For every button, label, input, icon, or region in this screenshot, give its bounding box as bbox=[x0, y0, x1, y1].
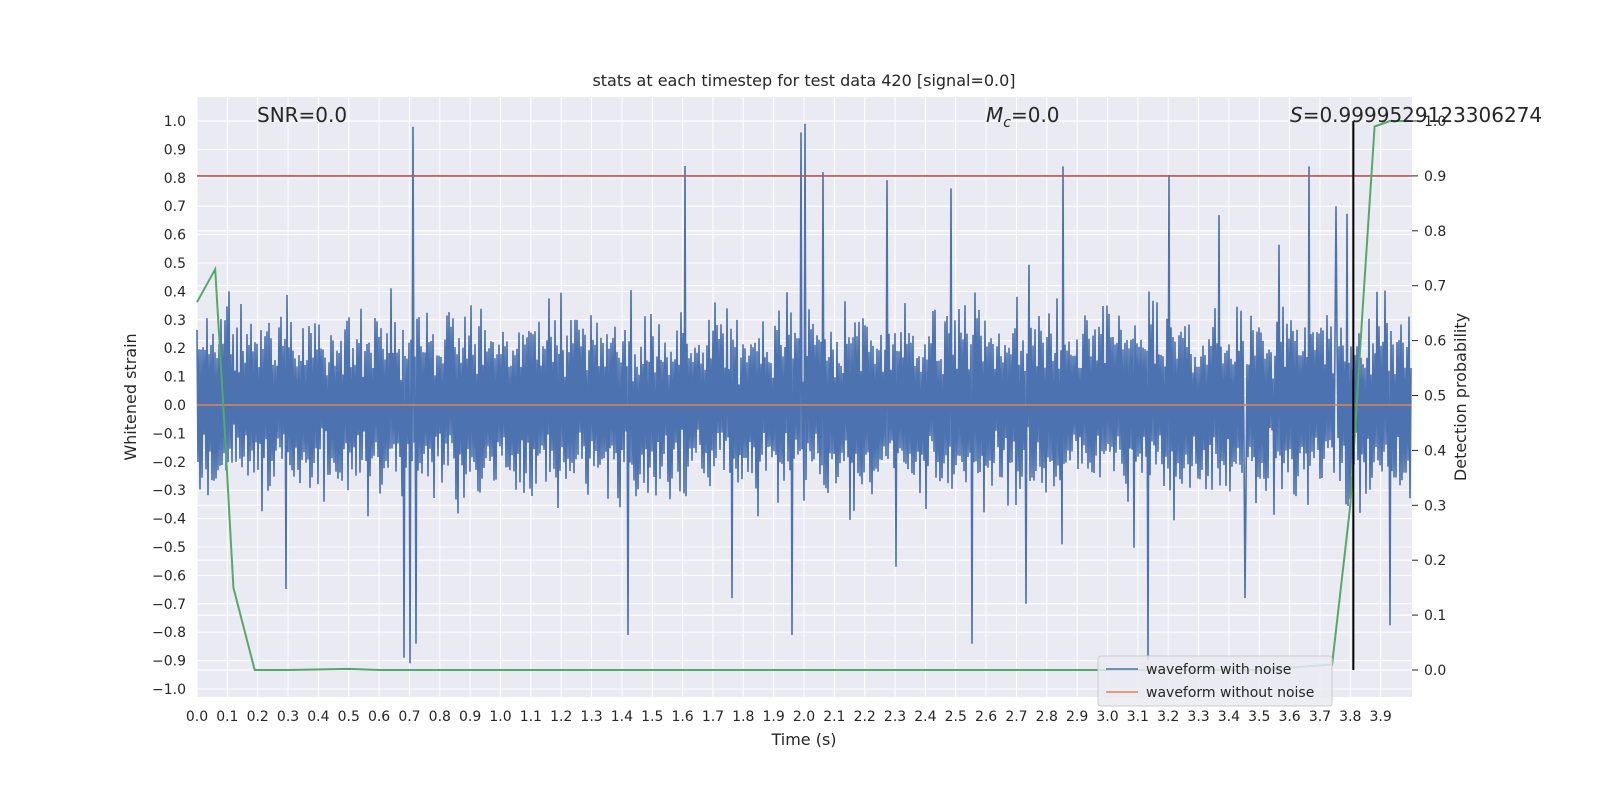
x-tick-label: 3.7 bbox=[1309, 709, 1331, 725]
x-tick-label: 1.1 bbox=[520, 709, 542, 725]
x-tick-label: 3.5 bbox=[1248, 709, 1270, 725]
x-tick-label: 1.8 bbox=[732, 709, 754, 725]
x-tick-label: 2.8 bbox=[1036, 709, 1058, 725]
y2-tick-label: 0.7 bbox=[1424, 279, 1446, 295]
y-tick-label: 0.7 bbox=[164, 199, 186, 215]
x-tick-label: 0.5 bbox=[338, 709, 360, 725]
y-tick-label: 0.8 bbox=[164, 171, 186, 187]
y2-tick-labels: 1.0 0.9 0.8 0.7 0.6 0.5 0.4 0.3 0.2 0.1 0.0 bbox=[1424, 114, 1446, 679]
x-tick-label: 3.6 bbox=[1278, 709, 1300, 725]
x-tick-label: 0.0 bbox=[186, 709, 208, 725]
x-tick-label: 1.0 bbox=[489, 709, 511, 725]
y-tick-label: −0.6 bbox=[152, 568, 186, 584]
x-tick-label: 0.7 bbox=[398, 709, 420, 725]
x-tick-label: 3.4 bbox=[1218, 709, 1240, 725]
y2-tick-label: 0.6 bbox=[1424, 334, 1446, 350]
y2-tick-label: 0.5 bbox=[1424, 389, 1446, 405]
y-tick-label: −0.5 bbox=[152, 540, 186, 556]
x-tick-label: 1.3 bbox=[580, 709, 602, 725]
y-tick-label: −1.0 bbox=[152, 682, 186, 698]
x-tick-label: 1.7 bbox=[702, 709, 724, 725]
y-tick-label: 0.1 bbox=[164, 370, 186, 386]
y-tick-label: −0.1 bbox=[152, 426, 186, 442]
chirp-mass-value: =0.0 bbox=[1011, 103, 1060, 127]
y-tick-label: 0.3 bbox=[164, 313, 186, 329]
y-tick-label: −0.8 bbox=[152, 625, 186, 641]
y2-tick-label: 0.8 bbox=[1424, 224, 1446, 240]
detection-probability-line bbox=[196, 120, 1411, 671]
snr-annotation: SNR=0.0 bbox=[257, 103, 347, 127]
y-tick-label: −0.9 bbox=[152, 654, 186, 670]
y-tick-label: 0.6 bbox=[164, 228, 186, 244]
y-tick-labels: 1.0 0.9 0.8 0.7 0.6 0.5 0.4 0.3 0.2 0.1 0.0 −0.1 −0.… bbox=[152, 114, 186, 698]
x-tick-label: 0.1 bbox=[216, 709, 238, 725]
y2-tick-label: 0.3 bbox=[1424, 498, 1446, 514]
x-tick-label: 1.4 bbox=[611, 709, 633, 725]
y2-tick-label: 0.9 bbox=[1424, 169, 1446, 185]
noise-waveform bbox=[196, 123, 1412, 664]
y2-tick-label: 1.0 bbox=[1424, 114, 1446, 130]
y-tick-label: 0.4 bbox=[164, 284, 186, 300]
y2-tick-label: 0.4 bbox=[1424, 443, 1446, 459]
x-tick-label: 0.9 bbox=[459, 709, 481, 725]
x-tick-label: 0.6 bbox=[368, 709, 390, 725]
x-tick-label: 2.6 bbox=[975, 709, 997, 725]
x-tick-label: 3.2 bbox=[1157, 709, 1179, 725]
x-tick-label: 2.7 bbox=[1005, 709, 1027, 725]
chirp-mass-subscript: c bbox=[1003, 115, 1011, 131]
chirp-mass-symbol: M bbox=[986, 103, 1003, 127]
x-tick-label: 3.3 bbox=[1187, 709, 1209, 725]
y-tick-label: 0.5 bbox=[164, 256, 186, 272]
x-tick-label: 1.5 bbox=[641, 709, 663, 725]
y-tick-label: −0.7 bbox=[152, 597, 186, 613]
x-tick-label: 3.1 bbox=[1127, 709, 1149, 725]
x-tick-label: 2.4 bbox=[914, 709, 936, 725]
y-tick-label: 1.0 bbox=[164, 114, 186, 130]
x-tick-label: 3.9 bbox=[1370, 709, 1392, 725]
x-tick-label: 2.2 bbox=[854, 709, 876, 725]
y2-tick-label: 0.2 bbox=[1424, 553, 1446, 569]
x-tick-label: 2.5 bbox=[945, 709, 967, 725]
x-tick-label: 1.2 bbox=[550, 709, 572, 725]
y-axis-label: Whitened strain bbox=[121, 333, 140, 460]
score-annotation: S=0.9999529123306274 bbox=[1290, 103, 1542, 127]
y-tick-label: 0.2 bbox=[164, 341, 186, 357]
score-symbol: S bbox=[1290, 103, 1303, 127]
y-tick-label: 0.0 bbox=[164, 398, 186, 414]
y2-tick-label: 0.1 bbox=[1424, 608, 1446, 624]
chart-title: stats at each timestep for test data 420… bbox=[592, 71, 1015, 90]
x-tick-label: 0.3 bbox=[277, 709, 299, 725]
legend: waveform with noise waveform without noi… bbox=[1097, 655, 1333, 707]
x-tick-label: 1.6 bbox=[671, 709, 693, 725]
x-tick-labels: 0.0 0.1 0.2 0.3 0.4 0.5 0.6 0.7 0.8 0.9 1.0 1.1 1.2 1… bbox=[186, 709, 1392, 725]
chirp-mass-annotation: Mc=0.0 bbox=[986, 103, 1060, 131]
x-tick-label: 3.8 bbox=[1339, 709, 1361, 725]
y2-axis-label: Detection probability bbox=[1451, 313, 1470, 481]
y-tick-label: −0.4 bbox=[152, 512, 186, 528]
x-tick-label: 2.1 bbox=[823, 709, 845, 725]
x-tick-label: 0.2 bbox=[247, 709, 269, 725]
y-tick-label: 0.9 bbox=[164, 142, 186, 158]
noise-trace bbox=[196, 123, 1412, 664]
legend-box bbox=[1097, 655, 1333, 707]
x-tick-label: 0.8 bbox=[429, 709, 451, 725]
legend-label-clean: waveform without noise bbox=[1146, 685, 1314, 701]
x-tick-label: 2.3 bbox=[884, 709, 906, 725]
x-axis-label: Time (s) bbox=[770, 730, 836, 749]
x-tick-label: 2.9 bbox=[1066, 709, 1088, 725]
overlay-lines bbox=[196, 120, 1412, 671]
y-tick-label: −0.3 bbox=[152, 483, 186, 499]
x-tick-label: 1.9 bbox=[763, 709, 785, 725]
x-tick-label: 2.0 bbox=[793, 709, 815, 725]
x-tick-label: 3.0 bbox=[1096, 709, 1118, 725]
y-tick-label: −0.2 bbox=[152, 455, 186, 471]
score-value: =0.9999529123306274 bbox=[1303, 103, 1542, 127]
x-tick-label: 0.4 bbox=[307, 709, 329, 725]
legend-label-noise: waveform with noise bbox=[1146, 662, 1291, 678]
y2-tick-label: 0.0 bbox=[1424, 663, 1446, 679]
